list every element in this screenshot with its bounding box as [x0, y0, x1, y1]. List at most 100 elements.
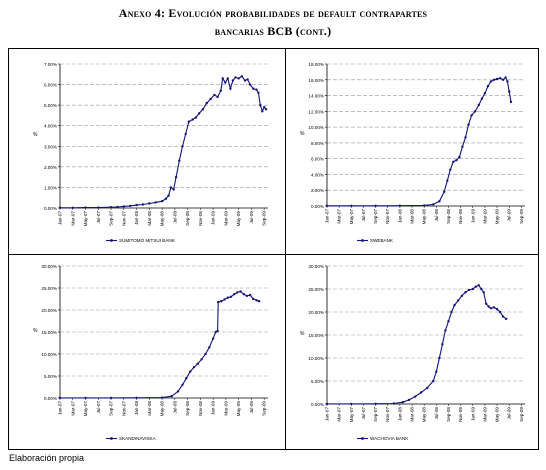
data-point [58, 206, 62, 209]
data-point [450, 310, 453, 314]
data-point [242, 293, 245, 296]
x-tick-label: Jan-08 [397, 209, 402, 223]
x-tick-label: Nov-08 [198, 211, 203, 226]
legend-label: WACHOVIA BANK [370, 436, 409, 441]
y-tick-label: 5.00% [311, 379, 324, 384]
y-tick-label: 5.00% [44, 103, 57, 108]
data-point [214, 330, 217, 334]
data-point [489, 307, 493, 310]
data-point [194, 116, 198, 119]
y-tick-label: 1.00% [44, 185, 57, 190]
data-point [461, 145, 464, 148]
data-point [84, 206, 87, 209]
y-axis-label: % [33, 132, 38, 138]
data-point [216, 329, 219, 333]
data-point [231, 79, 235, 82]
x-tick-label: Jan-08 [397, 407, 402, 421]
x-tick-label: Jul-08 [172, 211, 177, 224]
data-point [441, 343, 444, 346]
y-tick-label: 10.00% [41, 352, 57, 357]
data-point [97, 206, 100, 209]
data-point [205, 101, 208, 105]
data-point [413, 395, 417, 398]
data-point [200, 358, 203, 361]
data-point [495, 308, 499, 311]
data-point [221, 77, 224, 80]
x-tick-label: May-09 [236, 211, 241, 227]
y-tick-label: 2.00% [44, 165, 57, 170]
data-point [477, 284, 480, 287]
y-tick-label: 12.00% [308, 109, 324, 114]
data-point [197, 112, 201, 115]
data-point [191, 118, 194, 121]
x-tick-label: Jan-09 [470, 209, 475, 223]
x-tick-label: May-07 [83, 401, 88, 417]
x-tick-label: Jan-08 [134, 401, 139, 415]
data-point [474, 110, 477, 113]
data-point [438, 356, 441, 360]
y-axis-label: % [300, 131, 305, 137]
data-point [498, 310, 502, 314]
y-tick-label: 6.00% [311, 157, 324, 162]
data-point [226, 77, 229, 80]
data-point [174, 175, 178, 179]
x-tick-label: Jul-09 [507, 407, 512, 420]
data-point [259, 103, 262, 107]
data-point [435, 370, 438, 373]
data-point [84, 396, 87, 400]
data-point [226, 296, 229, 299]
data-point [58, 396, 62, 400]
chart-panel-skandinaviska: 0.00% 5.00% 10.00% 15.00% 20.00% 25.00% 30.00%… [10, 258, 280, 448]
data-point [187, 120, 191, 123]
x-tick-label: Mar-08 [410, 209, 415, 224]
x-tick-label: May-08 [160, 211, 165, 227]
data-point [464, 136, 467, 139]
data-point [419, 391, 423, 394]
data-point [239, 290, 242, 293]
data-point [229, 295, 233, 298]
y-tick-label: 3.00% [44, 144, 57, 149]
data-point [498, 77, 502, 80]
y-tick-label: 8.00% [311, 141, 324, 146]
legend-label: SKANDINAVISKA [119, 436, 157, 441]
x-tick-label: May-09 [495, 407, 500, 423]
page-title-line-1: Anexo 4: Evolución probabilidades de def… [118, 6, 428, 20]
x-tick-label: Jan-07 [58, 211, 63, 225]
data-point [455, 159, 458, 162]
data-point [185, 377, 188, 380]
x-tick-label: Sep-09 [519, 407, 524, 422]
y-axis-label: % [300, 331, 305, 337]
data-point [216, 95, 219, 99]
data-point [245, 294, 249, 298]
x-tick-label: May-07 [349, 407, 354, 423]
data-point [506, 80, 509, 83]
data-point [504, 76, 507, 79]
data-point [423, 204, 426, 207]
data-point [234, 76, 237, 79]
data-point [482, 291, 485, 294]
data-point [509, 100, 513, 104]
chart-panel-swebank: 0.00% 2.00% 4.00% 6.00% 8.00% 10.00% 12.00% 14.… [289, 52, 535, 250]
data-point [495, 77, 499, 81]
data-point [170, 395, 173, 398]
x-tick-label: May-08 [422, 209, 427, 225]
data-point [257, 300, 261, 303]
data-point [398, 204, 402, 207]
data-point [248, 293, 252, 297]
y-tick-label: 18.00% [308, 62, 324, 67]
x-tick-label: Mar-07 [337, 407, 342, 422]
y-tick-label: 4.00% [311, 172, 324, 177]
chart-wachovia: 0.00% 5.00% 10.00% 15.00% 20.00% 25.00% 30.00%… [300, 264, 525, 441]
data-point [204, 352, 207, 356]
x-tick-label: Mar-09 [482, 209, 487, 224]
data-point [184, 132, 187, 136]
chart-swebank: 0.00% 2.00% 4.00% 6.00% 8.00% 10.00% 12.00% 14.… [300, 62, 525, 243]
x-tick-label: Jul-07 [96, 211, 101, 224]
y-tick-label: 0.00% [311, 402, 324, 407]
data-point [432, 379, 435, 383]
data-point [71, 206, 74, 209]
data-point [213, 93, 216, 97]
x-tick-label: Jan-09 [211, 401, 216, 415]
y-tick-label: 15.00% [41, 330, 57, 335]
data-point [141, 203, 145, 206]
